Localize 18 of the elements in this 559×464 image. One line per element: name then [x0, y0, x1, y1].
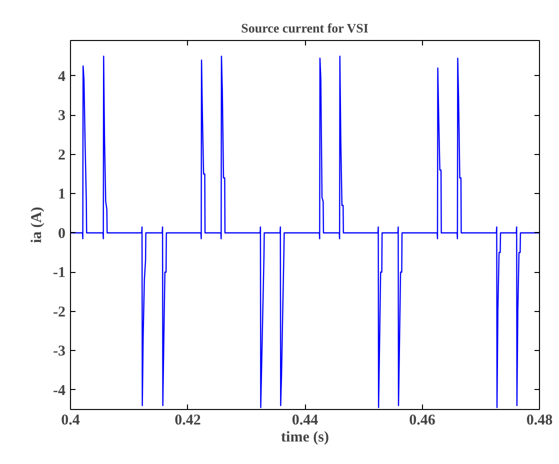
y-tick-label: 3 [58, 108, 66, 124]
x-tick-label: 0.48 [526, 412, 553, 428]
y-tick-label: 4 [58, 68, 66, 85]
x-tick-label: 0.44 [292, 412, 319, 428]
y-tick-label: 0 [58, 226, 66, 242]
y-tick-label: -3 [53, 344, 66, 360]
y-tick-label: -4 [53, 382, 66, 399]
x-axis-title: time (s) [281, 430, 329, 446]
line-series [70, 56, 540, 408]
y-tick-label: 2 [58, 147, 66, 164]
x-tick-label: 0.46 [409, 412, 436, 428]
chart-title: Source current for VSI [241, 20, 368, 36]
y-tick-label: -2 [53, 304, 66, 320]
y-tick-label: -1 [53, 265, 66, 282]
y-axis-title: ia (A) [29, 206, 46, 244]
x-tick-label: 0.42 [174, 412, 201, 428]
y-tick-label: 1 [58, 186, 66, 203]
x-tick-label: 0.4 [61, 412, 80, 428]
